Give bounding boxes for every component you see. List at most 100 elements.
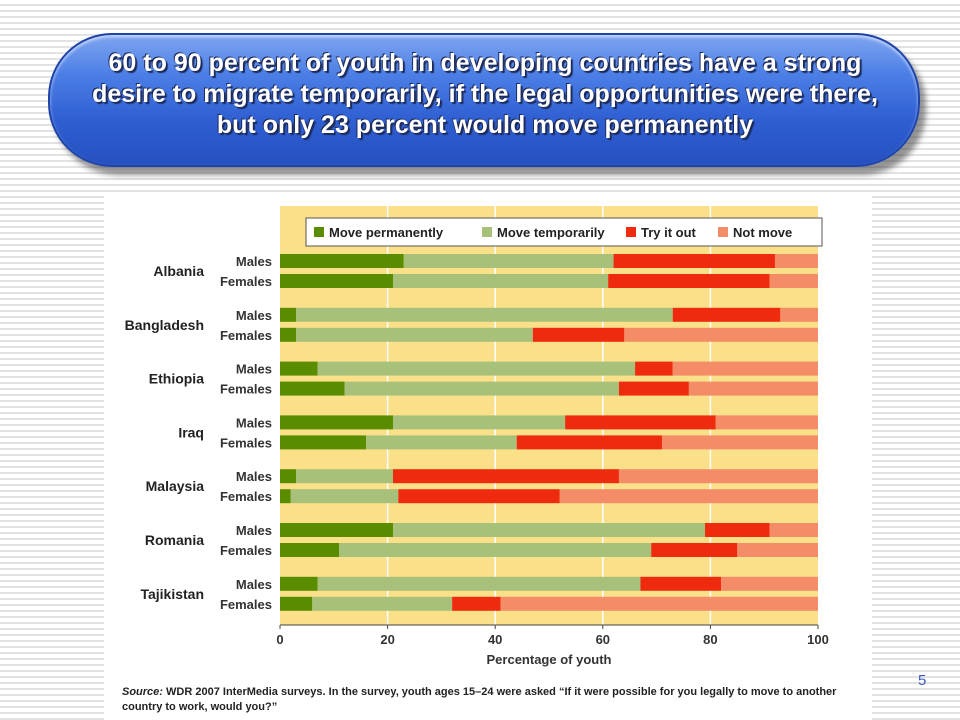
bar-ethiopia-females-not-move bbox=[688, 381, 818, 396]
bar-tajikistan-males-move-temporarily bbox=[317, 576, 641, 591]
subcategory-label-bangladesh-males: Males bbox=[236, 308, 272, 323]
bar-malaysia-females-not-move bbox=[559, 489, 818, 504]
bar-iraq-males-move-permanently bbox=[280, 415, 393, 430]
subcategory-label-romania-males: Males bbox=[236, 523, 272, 538]
subcategory-label-tajikistan-males: Males bbox=[236, 577, 272, 592]
bar-romania-males-try-it-out bbox=[705, 523, 770, 537]
bar-romania-females-try-it-out bbox=[651, 543, 738, 557]
bar-romania-females-move-permanently bbox=[280, 543, 340, 557]
bar-romania-males-not-move bbox=[769, 523, 818, 537]
bar-bangladesh-males-try-it-out bbox=[672, 307, 781, 322]
x-tick-label-80: 80 bbox=[703, 632, 717, 647]
bar-malaysia-males-not-move bbox=[618, 469, 818, 484]
bar-bangladesh-females-not-move bbox=[624, 327, 818, 342]
bar-malaysia-males-move-temporarily bbox=[296, 469, 393, 484]
x-tick-label-20: 20 bbox=[380, 632, 394, 647]
subcategory-label-malaysia-males: Males bbox=[236, 469, 272, 484]
bar-albania-females-move-permanently bbox=[280, 274, 393, 288]
subcategory-label-romania-females: Females bbox=[220, 543, 272, 558]
bar-iraq-females-try-it-out bbox=[516, 435, 662, 450]
category-label-ethiopia: Ethiopia bbox=[149, 371, 204, 387]
legend-label-try-it-out: Try it out bbox=[641, 225, 697, 240]
subcategory-label-malaysia-females: Females bbox=[220, 489, 272, 504]
bar-tajikistan-males-not-move bbox=[721, 576, 818, 591]
bar-albania-females-try-it-out bbox=[608, 274, 770, 288]
bar-ethiopia-females-move-permanently bbox=[280, 381, 345, 396]
bar-malaysia-females-move-temporarily bbox=[290, 489, 399, 504]
bar-albania-females-move-temporarily bbox=[392, 274, 609, 288]
subcategory-label-ethiopia-males: Males bbox=[236, 362, 272, 377]
bar-romania-females-not-move bbox=[737, 543, 818, 557]
bar-ethiopia-males-not-move bbox=[672, 361, 818, 376]
category-label-iraq: Iraq bbox=[178, 424, 204, 440]
bar-ethiopia-males-try-it-out bbox=[635, 361, 673, 376]
bar-ethiopia-males-move-temporarily bbox=[317, 361, 636, 376]
bar-tajikistan-females-move-temporarily bbox=[312, 596, 453, 611]
subcategory-label-ethiopia-females: Females bbox=[220, 382, 272, 397]
subcategory-label-tajikistan-females: Females bbox=[220, 597, 272, 612]
legend-swatch-move-temporarily bbox=[482, 227, 492, 237]
x-tick-label-40: 40 bbox=[488, 632, 502, 647]
page-number: 5 bbox=[918, 672, 927, 689]
bar-romania-males-move-temporarily bbox=[392, 523, 706, 537]
category-label-bangladesh: Bangladesh bbox=[125, 317, 204, 333]
source-text: WDR 2007 InterMedia surveys. In the surv… bbox=[122, 686, 837, 713]
bar-tajikistan-females-move-permanently bbox=[280, 596, 313, 611]
bar-iraq-males-not-move bbox=[715, 415, 818, 430]
bar-tajikistan-females-not-move bbox=[500, 596, 818, 611]
slide-title: 60 to 90 percent of youth in developing … bbox=[92, 49, 878, 139]
legend-swatch-move-permanently bbox=[314, 227, 324, 237]
subcategory-label-albania-males: Males bbox=[236, 254, 272, 269]
subcategory-label-bangladesh-females: Females bbox=[220, 328, 272, 343]
bar-ethiopia-males-move-permanently bbox=[280, 361, 318, 376]
x-tick-label-100: 100 bbox=[807, 632, 829, 647]
bar-ethiopia-females-try-it-out bbox=[618, 381, 689, 396]
stacked-bar-chart: Move permanently Move temporarily Try it o… bbox=[125, 206, 829, 667]
legend-label-move-temporarily: Move temporarily bbox=[497, 225, 605, 240]
bar-tajikistan-females-try-it-out bbox=[452, 596, 501, 611]
bar-bangladesh-females-move-permanently bbox=[280, 327, 297, 342]
bar-iraq-females-move-permanently bbox=[280, 435, 367, 450]
bar-bangladesh-females-try-it-out bbox=[532, 327, 625, 342]
bar-tajikistan-males-move-permanently bbox=[280, 576, 318, 591]
bar-ethiopia-females-move-temporarily bbox=[344, 381, 619, 396]
subcategory-label-albania-females: Females bbox=[220, 274, 272, 289]
bar-malaysia-males-move-permanently bbox=[280, 469, 297, 484]
bar-bangladesh-males-move-temporarily bbox=[296, 307, 673, 322]
x-axis-title: Percentage of youth bbox=[487, 652, 612, 667]
bar-malaysia-females-try-it-out bbox=[398, 489, 560, 504]
legend-box bbox=[305, 217, 823, 247]
bar-romania-females-move-temporarily bbox=[339, 543, 652, 557]
x-tick-label-0: 0 bbox=[276, 632, 283, 647]
bar-bangladesh-females-move-temporarily bbox=[296, 327, 533, 342]
bar-albania-males-try-it-out bbox=[613, 254, 775, 268]
subcategory-label-iraq-males: Males bbox=[236, 415, 272, 430]
category-label-tajikistan: Tajikistan bbox=[140, 586, 204, 602]
bar-tajikistan-males-try-it-out bbox=[640, 576, 722, 591]
figure-panel: Move permanently Move temporarily Try it o… bbox=[104, 196, 872, 720]
bar-bangladesh-males-move-permanently bbox=[280, 307, 297, 322]
title-banner bbox=[48, 33, 920, 167]
bar-albania-males-move-temporarily bbox=[403, 254, 614, 268]
bar-malaysia-females-move-permanently bbox=[280, 489, 291, 504]
legend-label-not-move: Not move bbox=[733, 225, 792, 240]
bar-albania-males-not-move bbox=[774, 254, 818, 268]
source-label: Source: bbox=[122, 686, 163, 698]
legend-swatch-try-it-out bbox=[626, 227, 636, 237]
legend-swatch-not-move bbox=[718, 227, 728, 237]
bar-albania-males-move-permanently bbox=[280, 254, 404, 268]
bar-romania-males-move-permanently bbox=[280, 523, 393, 537]
bar-iraq-males-move-temporarily bbox=[392, 415, 566, 430]
bar-iraq-males-try-it-out bbox=[565, 415, 716, 430]
bar-iraq-females-move-temporarily bbox=[366, 435, 517, 450]
legend-label-move-permanently: Move permanently bbox=[329, 225, 444, 240]
bar-albania-females-not-move bbox=[769, 274, 818, 288]
category-label-romania: Romania bbox=[145, 532, 204, 548]
category-label-malaysia: Malaysia bbox=[146, 478, 205, 494]
source-note: Source: WDR 2007 InterMedia surveys. In … bbox=[122, 685, 842, 715]
subcategory-label-iraq-females: Females bbox=[220, 435, 272, 450]
bar-malaysia-males-try-it-out bbox=[392, 469, 619, 484]
bar-iraq-females-not-move bbox=[661, 435, 818, 450]
x-tick-label-60: 60 bbox=[596, 632, 610, 647]
category-label-albania: Albania bbox=[153, 263, 204, 279]
